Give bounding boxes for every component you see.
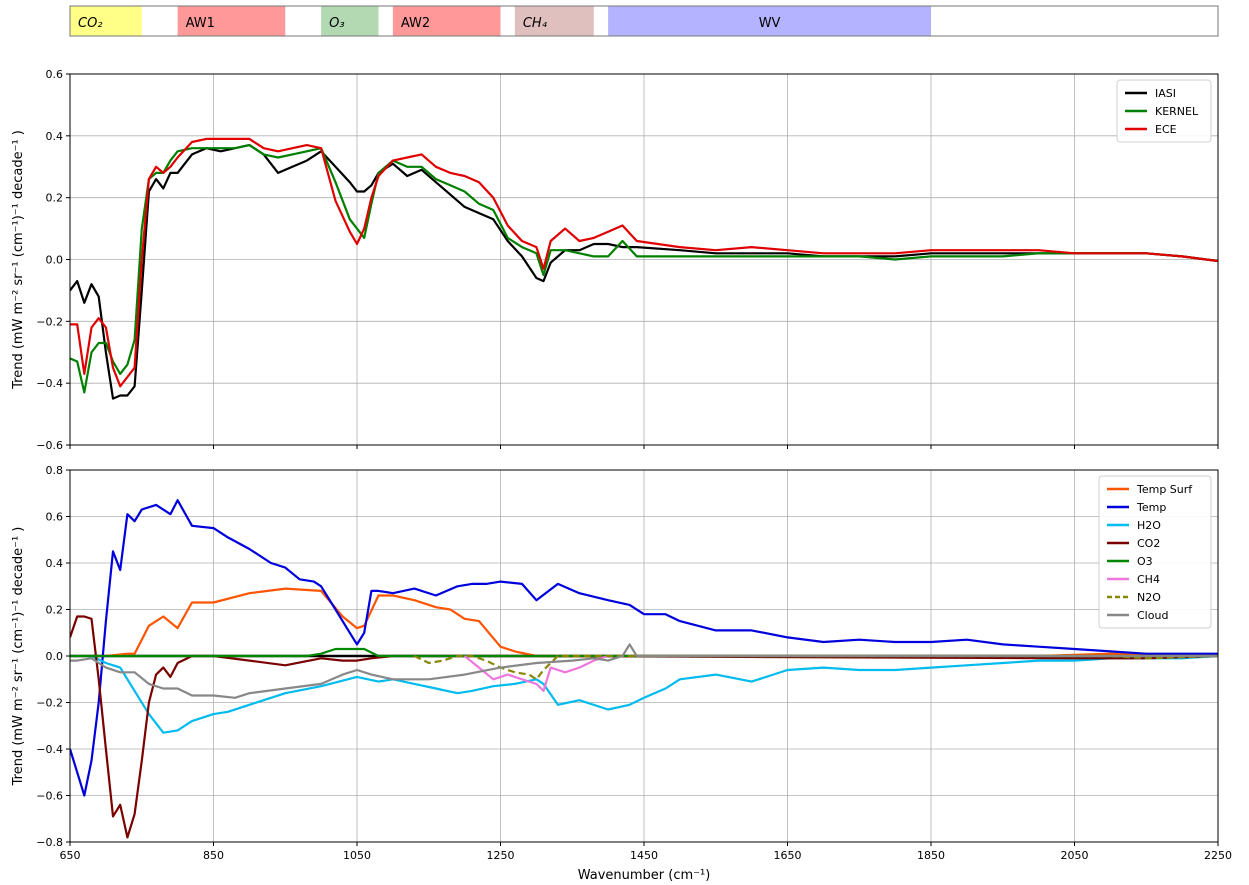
legend-label-ece: ECE xyxy=(1155,123,1177,136)
legend: Temp Surf Temp H2O CO2 O3 CH4 N2O Cloud xyxy=(1098,475,1212,629)
y-tick-label: −0.2 xyxy=(36,315,63,328)
x-tick-label: 2250 xyxy=(1204,849,1232,862)
band-4 xyxy=(392,6,501,36)
x-tick-label: 1250 xyxy=(487,849,515,862)
legend-label-cloud: Cloud xyxy=(1137,609,1168,622)
legend-label-temp: Temp xyxy=(1136,501,1166,514)
y-tick-label: −0.8 xyxy=(36,836,63,849)
legend-label-co2: CO2 xyxy=(1137,537,1160,550)
x-tick-label: 850 xyxy=(203,849,224,862)
x-tick-label: 1850 xyxy=(917,849,945,862)
band-5 xyxy=(514,6,594,36)
band-label-4: AW2 xyxy=(401,16,430,31)
y-tick-label: −0.4 xyxy=(36,743,63,756)
y-tick-label: 0.2 xyxy=(46,604,64,617)
x-tick-label: 650 xyxy=(60,849,81,862)
y-tick-label: 0.8 xyxy=(46,464,64,477)
y-axis-label: Trend (mW m⁻² sr⁻¹ (cm⁻¹)⁻¹ decade⁻¹ ) xyxy=(11,527,26,787)
band-label-3: O₃ xyxy=(329,16,344,31)
y-tick-label: 0.6 xyxy=(46,68,64,81)
band-strip-frame xyxy=(69,5,1219,37)
spectral-band-strip: CO₂ AW1 O₃ AW2 CH₄ WV xyxy=(69,5,1219,37)
y-tick-label: 0.4 xyxy=(46,557,64,570)
y-tick-label: −0.4 xyxy=(36,377,63,390)
y-tick-label: 0.2 xyxy=(46,192,64,205)
top-panel-brightness-trend: −0.6 −0.4 −0.2 0.0 0.2 0.4 0.6 Trend (mW m⁻² sr… xyxy=(11,68,1219,452)
legend-label-iasi: IASI xyxy=(1155,87,1176,100)
x-tick-label: 1050 xyxy=(343,849,371,862)
x-tick-label: 1650 xyxy=(774,849,802,862)
band-3 xyxy=(321,6,379,36)
band-1 xyxy=(70,6,142,36)
series-line-o3 xyxy=(70,647,1218,658)
series-line-ece xyxy=(70,137,1218,388)
y-tick-label: 0.0 xyxy=(46,254,64,267)
series-line-h2o xyxy=(70,654,1218,734)
legend-label-h2o: H2O xyxy=(1137,519,1161,532)
legend-label-ch4: CH4 xyxy=(1137,573,1160,586)
legend-box xyxy=(1116,79,1212,143)
band-label-6: WV xyxy=(759,16,781,31)
y-tick-label: 0.6 xyxy=(46,511,64,524)
legend-label-kernel: KERNEL xyxy=(1155,105,1199,118)
x-axis-label: Wavenumber (cm⁻¹) xyxy=(578,868,711,883)
series-line-temp xyxy=(70,499,1218,797)
series-line-cloud xyxy=(70,643,1218,699)
bottom-panel-contributions: −0.8 −0.6 −0.4 −0.2 0.0 0.2 0.4 0.6 0.8 650 850 105… xyxy=(11,464,1232,883)
y-axis-label: Trend (mW m⁻² sr⁻¹ (cm⁻¹)⁻¹ decade⁻¹ ) xyxy=(11,130,26,390)
series-line-ch4 xyxy=(463,654,609,693)
legend: IASI KERNEL ECE xyxy=(1116,79,1212,143)
y-tick-label: 0.0 xyxy=(46,650,64,663)
legend-box xyxy=(1098,475,1212,629)
x-tick-label: 1450 xyxy=(630,849,658,862)
band-label-1: CO₂ xyxy=(78,16,103,31)
y-tick-label: 0.4 xyxy=(46,130,64,143)
band-label-5: CH₄ xyxy=(523,16,548,31)
band-2 xyxy=(177,6,286,36)
band-label-2: AW1 xyxy=(186,16,215,31)
legend-label-temp-surf: Temp Surf xyxy=(1136,483,1193,496)
band-6 xyxy=(608,6,931,36)
x-tick-label: 2050 xyxy=(1061,849,1089,862)
legend-label-o3: O3 xyxy=(1137,555,1153,568)
y-tick-label: −0.6 xyxy=(36,790,63,803)
legend-label-n2o: N2O xyxy=(1137,591,1161,604)
y-tick-label: −0.2 xyxy=(36,697,63,710)
y-tick-label: −0.6 xyxy=(36,439,63,452)
